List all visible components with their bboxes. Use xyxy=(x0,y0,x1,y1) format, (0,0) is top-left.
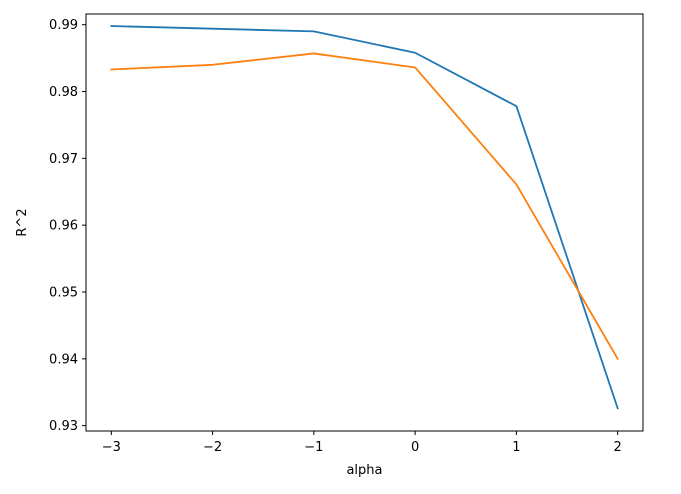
x-tick-label: −2 xyxy=(203,440,222,455)
plot-frame xyxy=(85,13,644,432)
x-tick-label: 2 xyxy=(614,440,622,455)
x-tick-label: 0 xyxy=(411,440,419,455)
y-tick-label: 0.96 xyxy=(49,219,78,234)
series-line-2 xyxy=(110,52,619,361)
x-tick-label: −1 xyxy=(304,440,323,455)
y-tick-label: 0.97 xyxy=(49,152,78,167)
y-tick-label: 0.93 xyxy=(49,419,78,434)
y-tick-label: 0.94 xyxy=(49,352,78,367)
series-layer xyxy=(110,25,619,410)
series-line-1 xyxy=(110,25,619,410)
y-axis-label: R^2 xyxy=(15,208,30,236)
plot-area xyxy=(85,13,644,432)
y-tick-label: 0.98 xyxy=(49,85,78,100)
x-tick-label: −3 xyxy=(102,440,121,455)
x-axis-label: alpha xyxy=(346,463,382,478)
y-tick-label: 0.95 xyxy=(49,286,78,301)
y-tick-label: 0.99 xyxy=(49,18,78,33)
x-tick-label: 1 xyxy=(512,440,520,455)
x-axis: −3 −2 −1 0 1 2 xyxy=(102,431,622,455)
y-axis: 0.93 0.94 0.95 0.96 0.97 0.98 0.99 xyxy=(49,18,86,434)
